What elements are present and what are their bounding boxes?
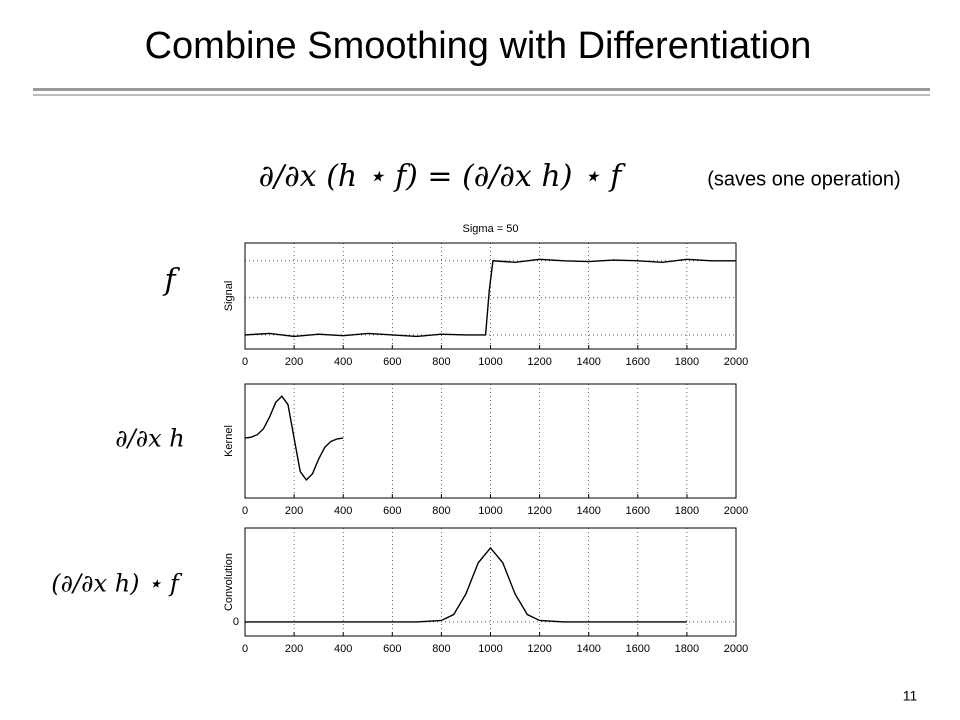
chart-title: Sigma = 50 [463,223,519,235]
y-axis-label: Convolution [223,553,235,611]
data-line [245,546,687,623]
plot-area [244,527,737,637]
row-label: (∂/∂x h) ⋆ f [51,570,183,598]
x-tick-label: 800 [432,505,450,517]
x-tick-label: 800 [432,643,450,655]
x-tick-label: 1400 [576,643,600,655]
x-tick-label: 1600 [626,356,650,368]
rule [33,94,930,96]
x-tick-label: 600 [383,643,401,655]
x-tick-label: 2000 [724,643,748,655]
x-tick-label: 1600 [626,643,650,655]
x-tick-label: 400 [334,505,352,517]
x-tick-label: 400 [334,643,352,655]
y-tick-label: 0 [233,616,239,628]
x-tick-label: 0 [242,356,248,368]
x-tick-label: 1200 [527,356,551,368]
y-axis-label: Signal [223,281,235,312]
x-tick-label: 1800 [675,505,699,517]
x-tick-label: 1400 [576,356,600,368]
x-tick-label: 200 [285,643,303,655]
x-tick-label: 2000 [724,505,748,517]
x-tick-label: 1200 [527,505,551,517]
row-label: f [162,263,180,298]
y-axis-label: Kernel [223,425,235,457]
x-tick-label: 1800 [675,643,699,655]
x-tick-label: 600 [383,356,401,368]
data-line [244,395,344,482]
slide-title: Combine Smoothing with Differentiation [145,25,812,67]
row-label: ∂/∂x h [115,425,185,453]
x-tick-label: 0 [242,643,248,655]
x-tick-label: 1800 [675,356,699,368]
x-tick-label: 0 [242,505,248,517]
x-tick-label: 200 [285,505,303,517]
x-tick-label: 1600 [626,505,650,517]
x-tick-label: 1000 [478,505,502,517]
x-tick-label: 200 [285,356,303,368]
rule [33,88,930,91]
x-tick-label: 1400 [576,505,600,517]
equation: ∂/∂x (h ⋆ f) = (∂/∂x h) ⋆ f [259,159,627,194]
x-tick-label: 1000 [478,643,502,655]
x-tick-label: 2000 [724,356,748,368]
x-tick-label: 1000 [478,356,502,368]
x-tick-label: 800 [432,356,450,368]
x-tick-label: 400 [334,356,352,368]
x-tick-label: 1200 [527,643,551,655]
x-tick-label: 600 [383,505,401,517]
data-line [244,258,736,338]
note: (saves one operation) [707,168,900,190]
page-number: 11 [903,688,918,704]
